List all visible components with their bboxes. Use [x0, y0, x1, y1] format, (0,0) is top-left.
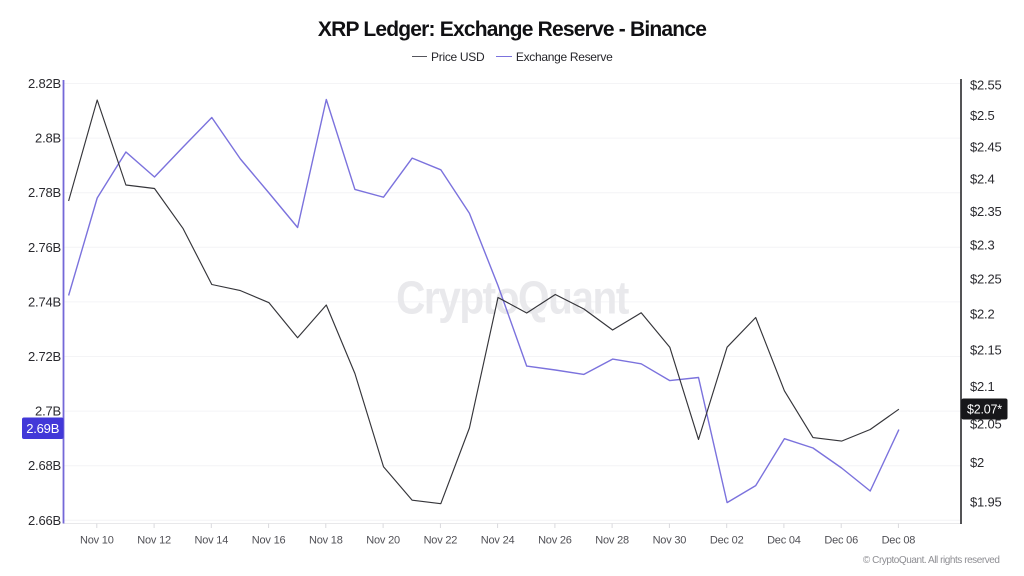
- svg-text:Nov 10: Nov 10: [80, 535, 114, 547]
- svg-text:$2.35: $2.35: [970, 204, 1002, 219]
- svg-text:CryptoQuant: CryptoQuant: [396, 273, 629, 324]
- svg-text:Dec 02: Dec 02: [710, 535, 744, 547]
- svg-text:$2: $2: [970, 455, 984, 470]
- svg-text:Nov 26: Nov 26: [538, 535, 572, 547]
- svg-text:Nov 12: Nov 12: [137, 535, 171, 547]
- svg-text:Dec 06: Dec 06: [824, 535, 858, 547]
- svg-text:$2.55: $2.55: [970, 78, 1002, 93]
- svg-text:2.78B: 2.78B: [28, 185, 61, 200]
- svg-text:2.69B: 2.69B: [26, 421, 59, 436]
- svg-text:2.8B: 2.8B: [35, 131, 61, 146]
- svg-text:2.68B: 2.68B: [28, 458, 61, 473]
- svg-text:Nov 16: Nov 16: [252, 535, 286, 547]
- svg-text:Nov 24: Nov 24: [481, 535, 515, 547]
- svg-text:Nov 22: Nov 22: [424, 535, 458, 547]
- svg-text:$2.15: $2.15: [970, 342, 1002, 357]
- svg-text:2.7B: 2.7B: [35, 404, 61, 419]
- svg-text:$2.2: $2.2: [970, 307, 995, 322]
- svg-text:Dec 04: Dec 04: [767, 535, 801, 547]
- svg-text:$2.25: $2.25: [970, 272, 1002, 287]
- svg-text:2.76B: 2.76B: [28, 240, 61, 255]
- svg-text:$2.3: $2.3: [970, 238, 995, 253]
- svg-text:$2.1: $2.1: [970, 379, 995, 394]
- svg-text:$2.07*: $2.07*: [967, 403, 1002, 417]
- svg-text:© CryptoQuant. All rights rese: © CryptoQuant. All rights reserved: [863, 555, 1000, 566]
- svg-text:$2.5: $2.5: [970, 108, 995, 123]
- svg-text:2.72B: 2.72B: [28, 349, 61, 364]
- svg-text:2.66B: 2.66B: [28, 513, 61, 528]
- svg-text:Nov 14: Nov 14: [194, 535, 228, 547]
- svg-text:Nov 20: Nov 20: [366, 535, 400, 547]
- svg-text:2.82B: 2.82B: [28, 76, 61, 91]
- svg-text:Nov 28: Nov 28: [595, 535, 629, 547]
- svg-text:$1.95: $1.95: [970, 495, 1002, 510]
- svg-text:Nov 30: Nov 30: [653, 535, 687, 547]
- svg-text:2.74B: 2.74B: [28, 294, 61, 309]
- svg-text:$2.05: $2.05: [970, 417, 1002, 432]
- svg-text:Dec 08: Dec 08: [882, 535, 916, 547]
- svg-text:$2.45: $2.45: [970, 140, 1002, 155]
- svg-text:$2.4: $2.4: [970, 172, 995, 187]
- svg-text:Nov 18: Nov 18: [309, 535, 343, 547]
